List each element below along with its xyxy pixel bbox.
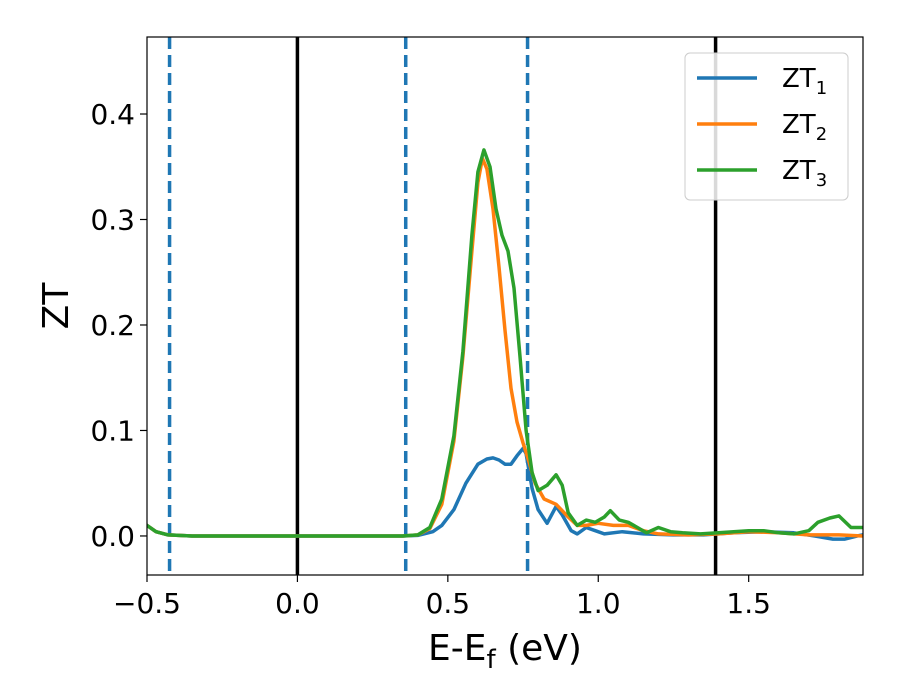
y-tick-label: 0.2 bbox=[90, 309, 135, 342]
legend-label-zt1: ZT1 bbox=[782, 64, 827, 99]
x-tick-label: 0.0 bbox=[275, 587, 320, 620]
x-axis-title: E-Ef (eV) bbox=[428, 628, 582, 675]
y-axis-title: ZT bbox=[36, 282, 77, 330]
series-line-zt2 bbox=[147, 156, 863, 538]
y-axis: 0.0 0.1 0.2 0.3 0.4 bbox=[90, 98, 147, 553]
legend-box bbox=[684, 52, 849, 201]
series-lines bbox=[147, 148, 863, 541]
plot-frame bbox=[146, 36, 864, 576]
y-tick-label: 0.3 bbox=[90, 203, 135, 236]
x-tick-label: 0.5 bbox=[426, 587, 471, 620]
x-tick-label: 1.0 bbox=[576, 587, 621, 620]
series-line-zt3 bbox=[147, 148, 863, 538]
y-tick-label: 0.0 bbox=[90, 520, 135, 553]
legend-label-zt2: ZT2 bbox=[782, 110, 827, 145]
legend: ZT1 ZT2 ZT3 bbox=[684, 52, 849, 201]
legend-label-zt3: ZT3 bbox=[782, 156, 827, 191]
x-axis: −0.5 0.0 0.5 1.0 1.5 bbox=[113, 575, 771, 620]
x-tick-label: −0.5 bbox=[113, 587, 181, 620]
x-tick-label: 1.5 bbox=[726, 587, 771, 620]
y-tick-label: 0.1 bbox=[90, 414, 135, 447]
y-tick-label: 0.4 bbox=[90, 98, 135, 131]
series-line-zt1 bbox=[147, 446, 863, 541]
